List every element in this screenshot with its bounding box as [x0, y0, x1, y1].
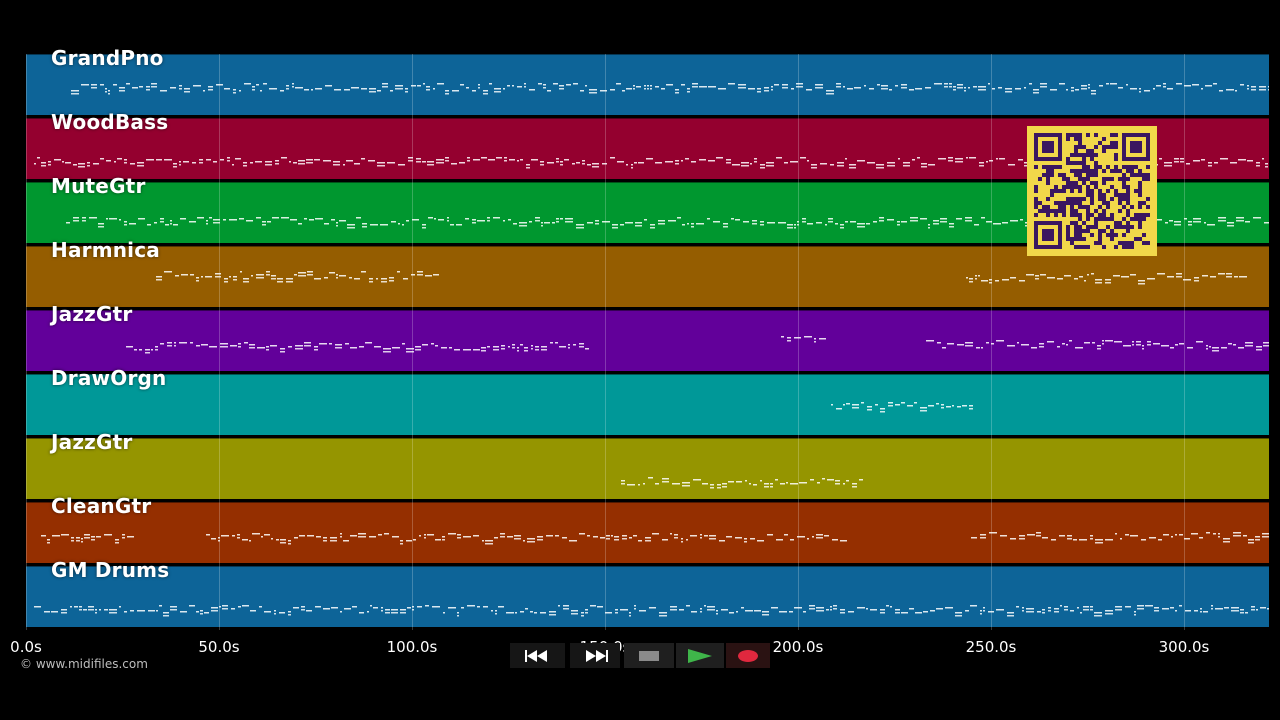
stop-icon	[639, 650, 659, 661]
time-tick-label: 100.0s	[386, 638, 438, 656]
track-lane[interactable]: JazzGtr	[26, 302, 1269, 371]
note-events	[34, 605, 1269, 617]
time-gridline	[412, 54, 413, 630]
play-icon	[688, 648, 712, 663]
track-name-label: WoodBass	[51, 110, 169, 134]
stop-button[interactable]	[624, 643, 674, 668]
note-events	[156, 271, 1247, 285]
track-name-label: CleanGtr	[51, 494, 152, 518]
record-button[interactable]	[726, 643, 770, 668]
time-tick-label: 0.0s	[10, 638, 42, 656]
track-lane[interactable]: CleanGtr	[26, 494, 1269, 563]
record-icon	[738, 649, 758, 662]
qr-code	[1027, 126, 1157, 256]
track-lane[interactable]: Harmnica	[26, 238, 1269, 307]
track-name-label: Harmnica	[51, 238, 160, 262]
time-gridline	[991, 54, 992, 630]
note-events	[71, 83, 1269, 95]
time-tick-label: 200.0s	[772, 638, 824, 656]
track-name-label: GM Drums	[51, 558, 170, 582]
fast-forward-icon	[586, 649, 608, 662]
track-name-label: MuteGtr	[51, 174, 146, 198]
qr-code-image	[1034, 133, 1150, 249]
play-button[interactable]	[676, 643, 724, 668]
track-lane[interactable]: DrawOrgn	[26, 366, 1269, 435]
note-events	[34, 157, 1268, 169]
track-name-label: JazzGtr	[51, 430, 133, 454]
time-tick-label: 250.0s	[965, 638, 1017, 656]
rewind-icon	[524, 649, 547, 662]
note-events	[126, 336, 1269, 354]
copyright-notice: © www.midifiles.com	[20, 657, 148, 671]
note-events	[831, 402, 973, 413]
fast-forward-button[interactable]	[570, 643, 620, 668]
rewind-button[interactable]	[510, 643, 565, 668]
track-lane[interactable]: JazzGtr	[26, 430, 1269, 499]
time-gridline	[26, 54, 27, 630]
track-lane[interactable]: GM Drums	[26, 558, 1269, 627]
time-gridline	[605, 54, 606, 630]
note-events	[66, 217, 1269, 229]
track-name-label: GrandPno	[51, 46, 164, 70]
time-gridline	[798, 54, 799, 630]
track-name-label: DrawOrgn	[51, 366, 167, 390]
note-events	[41, 532, 1269, 545]
time-gridline	[1184, 54, 1185, 630]
time-tick-label: 50.0s	[198, 638, 240, 656]
track-name-label: JazzGtr	[51, 302, 133, 326]
track-lane[interactable]: GrandPno	[26, 46, 1269, 115]
transport-controls	[510, 643, 770, 668]
note-events	[621, 477, 863, 489]
time-gridline	[219, 54, 220, 630]
time-tick-label: 300.0s	[1158, 638, 1210, 656]
